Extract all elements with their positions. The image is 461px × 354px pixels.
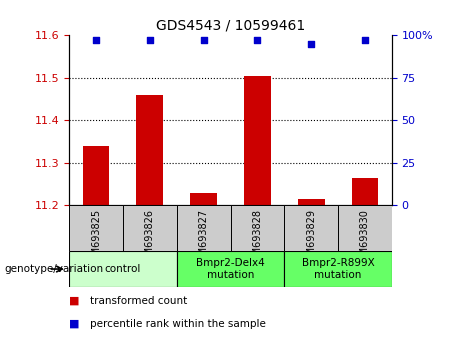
Text: ■: ■ bbox=[69, 319, 80, 329]
Bar bbox=[177, 205, 230, 251]
Point bbox=[254, 38, 261, 43]
Text: control: control bbox=[105, 264, 141, 274]
Text: GSM693825: GSM693825 bbox=[91, 209, 101, 268]
Bar bbox=[123, 205, 177, 251]
Bar bbox=[244, 76, 271, 205]
Text: ■: ■ bbox=[69, 296, 80, 306]
Bar bbox=[69, 251, 177, 287]
Bar bbox=[284, 205, 338, 251]
Bar bbox=[338, 205, 392, 251]
Text: GSM693827: GSM693827 bbox=[199, 209, 209, 268]
Point bbox=[200, 38, 207, 43]
Text: Bmpr2-Delx4
mutation: Bmpr2-Delx4 mutation bbox=[196, 258, 265, 280]
Bar bbox=[83, 146, 109, 205]
Point bbox=[307, 41, 315, 47]
Bar bbox=[69, 205, 123, 251]
Bar bbox=[230, 205, 284, 251]
Text: genotype/variation: genotype/variation bbox=[5, 264, 104, 274]
Text: GSM693826: GSM693826 bbox=[145, 209, 155, 268]
Bar bbox=[351, 178, 378, 205]
Bar bbox=[190, 193, 217, 205]
Bar bbox=[177, 251, 284, 287]
Point bbox=[146, 38, 154, 43]
Bar bbox=[284, 251, 392, 287]
Point bbox=[92, 38, 100, 43]
Text: GSM693829: GSM693829 bbox=[306, 209, 316, 268]
Text: GSM693830: GSM693830 bbox=[360, 209, 370, 268]
Text: Bmpr2-R899X
mutation: Bmpr2-R899X mutation bbox=[301, 258, 374, 280]
Title: GDS4543 / 10599461: GDS4543 / 10599461 bbox=[156, 19, 305, 33]
Text: percentile rank within the sample: percentile rank within the sample bbox=[90, 319, 266, 329]
Text: GSM693828: GSM693828 bbox=[252, 209, 262, 268]
Text: transformed count: transformed count bbox=[90, 296, 187, 306]
Point bbox=[361, 38, 369, 43]
Bar bbox=[298, 199, 325, 205]
Bar bbox=[136, 95, 163, 205]
